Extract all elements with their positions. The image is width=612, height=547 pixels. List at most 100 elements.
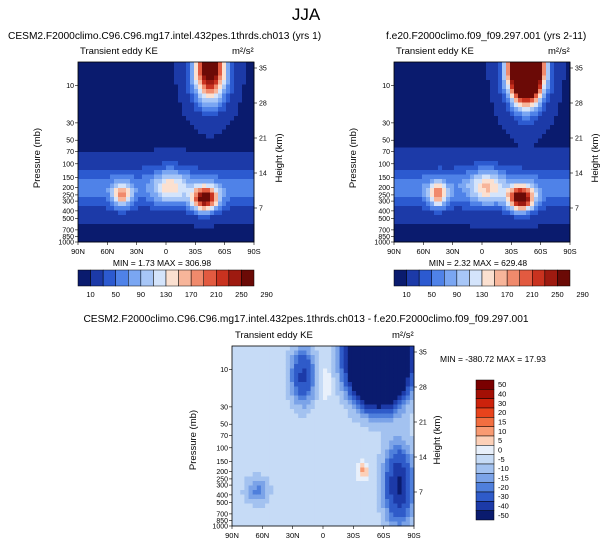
panel-2-ytick-label: 50: [382, 138, 390, 145]
colorbar-swatch: [475, 398, 495, 409]
panel-1-height-tick-label: 35: [259, 66, 267, 73]
panel-1-ytick-label: 1000: [58, 240, 74, 247]
colorbar-swatch: [557, 269, 571, 287]
panel-2-ytick-label: 300: [378, 199, 390, 206]
colorbar-swatch: [475, 501, 495, 511]
colorbar-swatch: [532, 269, 546, 287]
panel-3-height-tick-label: 21: [419, 420, 427, 427]
panel-2-ytick-label: 500: [378, 216, 390, 223]
panel-1-xtick-label: 0: [164, 247, 168, 256]
colorbar-swatch: [393, 269, 407, 287]
colorbar-label: -30: [498, 492, 509, 501]
colorbar-swatch: [475, 379, 495, 390]
colorbar-label: 290: [260, 290, 273, 299]
colorbar-swatch: [216, 269, 230, 287]
page-title: JJA: [292, 5, 321, 24]
colorbar-swatch: [77, 269, 91, 287]
panel-1-subtitle: Transient eddy KE: [80, 46, 158, 57]
panel-2-ytick-label: 70: [382, 149, 390, 156]
colorbar-label: 170: [185, 290, 198, 299]
panel-2-xtick-label: 60N: [416, 247, 430, 256]
panel-2-ytick-label: 400: [378, 208, 390, 215]
panel-1-ytick-label: 500: [62, 216, 74, 223]
panel-2-stats: MIN = 2.32 MAX = 629.48: [429, 258, 528, 268]
panel-2-ytick-label: 30: [382, 120, 390, 127]
panel-1-ytick-label: 30: [66, 120, 74, 127]
panel-3-stats: MIN = -380.72 MAX = 17.93: [440, 354, 546, 364]
panel-2-title: f.e20.F2000climo.f09_f09.297.001 (yrs 2-…: [386, 31, 586, 42]
panel-1-plot: 90N 60N 30N 0 30S 60S 90S103050701001502002503…: [58, 61, 267, 256]
panel-1-ylabel-right: Height (km): [274, 133, 285, 182]
colorbar-swatch: [475, 510, 495, 521]
panel-2-ytick-label: 1000: [374, 240, 390, 247]
panel-3-xtick-label: 90S: [407, 531, 420, 540]
panel-3-ytick-label: 100: [216, 445, 228, 452]
panel-3-title: CESM2.F2000climo.C96.C96.mg17.intel.432p…: [83, 314, 528, 325]
panel-2-height-tick-label: 14: [575, 171, 583, 178]
colorbar-label: -40: [498, 502, 509, 511]
panel-1-title: CESM2.F2000climo.C96.C96.mg17.intel.432p…: [8, 31, 321, 42]
panel-1-ytick-label: 400: [62, 208, 74, 215]
colorbar-label: -10: [498, 464, 509, 473]
panel-3-units: m²/s²: [392, 330, 414, 341]
panel-3-xtick-label: 30S: [347, 531, 360, 540]
colorbar-swatch: [128, 269, 142, 287]
colorbar-swatch: [475, 435, 495, 446]
colorbar-swatch: [475, 454, 495, 465]
panel-1-height-tick-label: 7: [259, 206, 263, 213]
colorbar-label: 250: [235, 290, 248, 299]
colorbar-swatch: [140, 269, 154, 287]
panel-1-xtick-label: 30N: [130, 247, 144, 256]
panel-2-colorbar: 10 50 90 130 170 210 250 290: [393, 269, 589, 299]
colorbar-swatch: [475, 417, 495, 427]
panel-3-xtick-label: 60N: [255, 531, 269, 540]
panel-1-stats: MIN = 1.73 MAX = 306.98: [113, 258, 212, 268]
panel-3-height-tick-label: 28: [419, 385, 427, 392]
panel-3-field: [232, 346, 415, 527]
colorbar-label: 130: [476, 290, 489, 299]
panel-1-ytick-label: 50: [66, 138, 74, 145]
panel-2-field: [394, 62, 571, 243]
panel-2-ytick-label: 850: [378, 234, 390, 241]
panel-3-ytick-label: 400: [216, 492, 228, 499]
colorbar-label: 15: [498, 418, 506, 427]
panel-3-height-tick-label: 7: [419, 490, 423, 497]
panel-2-ytick-label: 700: [378, 227, 390, 234]
panel-3-ytick-label: 850: [216, 518, 228, 525]
panel-3-xtick-label: 30N: [286, 531, 300, 540]
panel-1-ytick-label: 300: [62, 199, 74, 206]
panel-3-height-tick-label: 35: [419, 350, 427, 357]
colorbar-swatch: [115, 269, 129, 287]
panel-3-ytick-label: 50: [220, 422, 228, 429]
panel-2-ylabel: Pressure (mb): [348, 128, 359, 188]
colorbar-swatch: [241, 269, 255, 287]
panel-3-ytick-label: 150: [216, 459, 228, 466]
colorbar-label: -15: [498, 474, 509, 483]
panel-2-xtick-label: 0: [480, 247, 484, 256]
panel-2-xtick-label: 30N: [446, 247, 460, 256]
colorbar-swatch: [475, 463, 495, 474]
panel-3-plot: 90N 60N 30N 0 30S 60S 90S103050701001502002503…: [212, 345, 427, 540]
colorbar-swatch: [90, 269, 104, 287]
panel-1-xtick-label: 30S: [189, 247, 202, 256]
panel-1-ytick-label: 200: [62, 185, 74, 192]
panel-1-ytick-label: 10: [66, 83, 74, 90]
colorbar-label: 210: [526, 290, 539, 299]
colorbar-label: 210: [210, 290, 223, 299]
panel-2-height-tick-label: 28: [575, 101, 583, 108]
panel-3-ytick-label: 70: [220, 433, 228, 440]
colorbar-label: 50: [112, 290, 120, 299]
panel-1-ytick-label: 100: [62, 161, 74, 168]
panel-1-ylabel: Pressure (mb): [32, 128, 43, 188]
panel-3-ytick-label: 30: [220, 404, 228, 411]
panel-2-units: m²/s²: [548, 46, 570, 57]
panel-3-ylabel: Pressure (mb): [188, 410, 199, 470]
panel-2-xtick-label: 60S: [534, 247, 547, 256]
panel-1-ytick-label: 700: [62, 227, 74, 234]
colorbar-swatch: [475, 445, 495, 455]
panel-3-ytick-label: 10: [220, 367, 228, 374]
colorbar-label: 90: [453, 290, 461, 299]
panel-1-height-tick-label: 14: [259, 171, 267, 178]
colorbar-swatch: [102, 269, 116, 287]
